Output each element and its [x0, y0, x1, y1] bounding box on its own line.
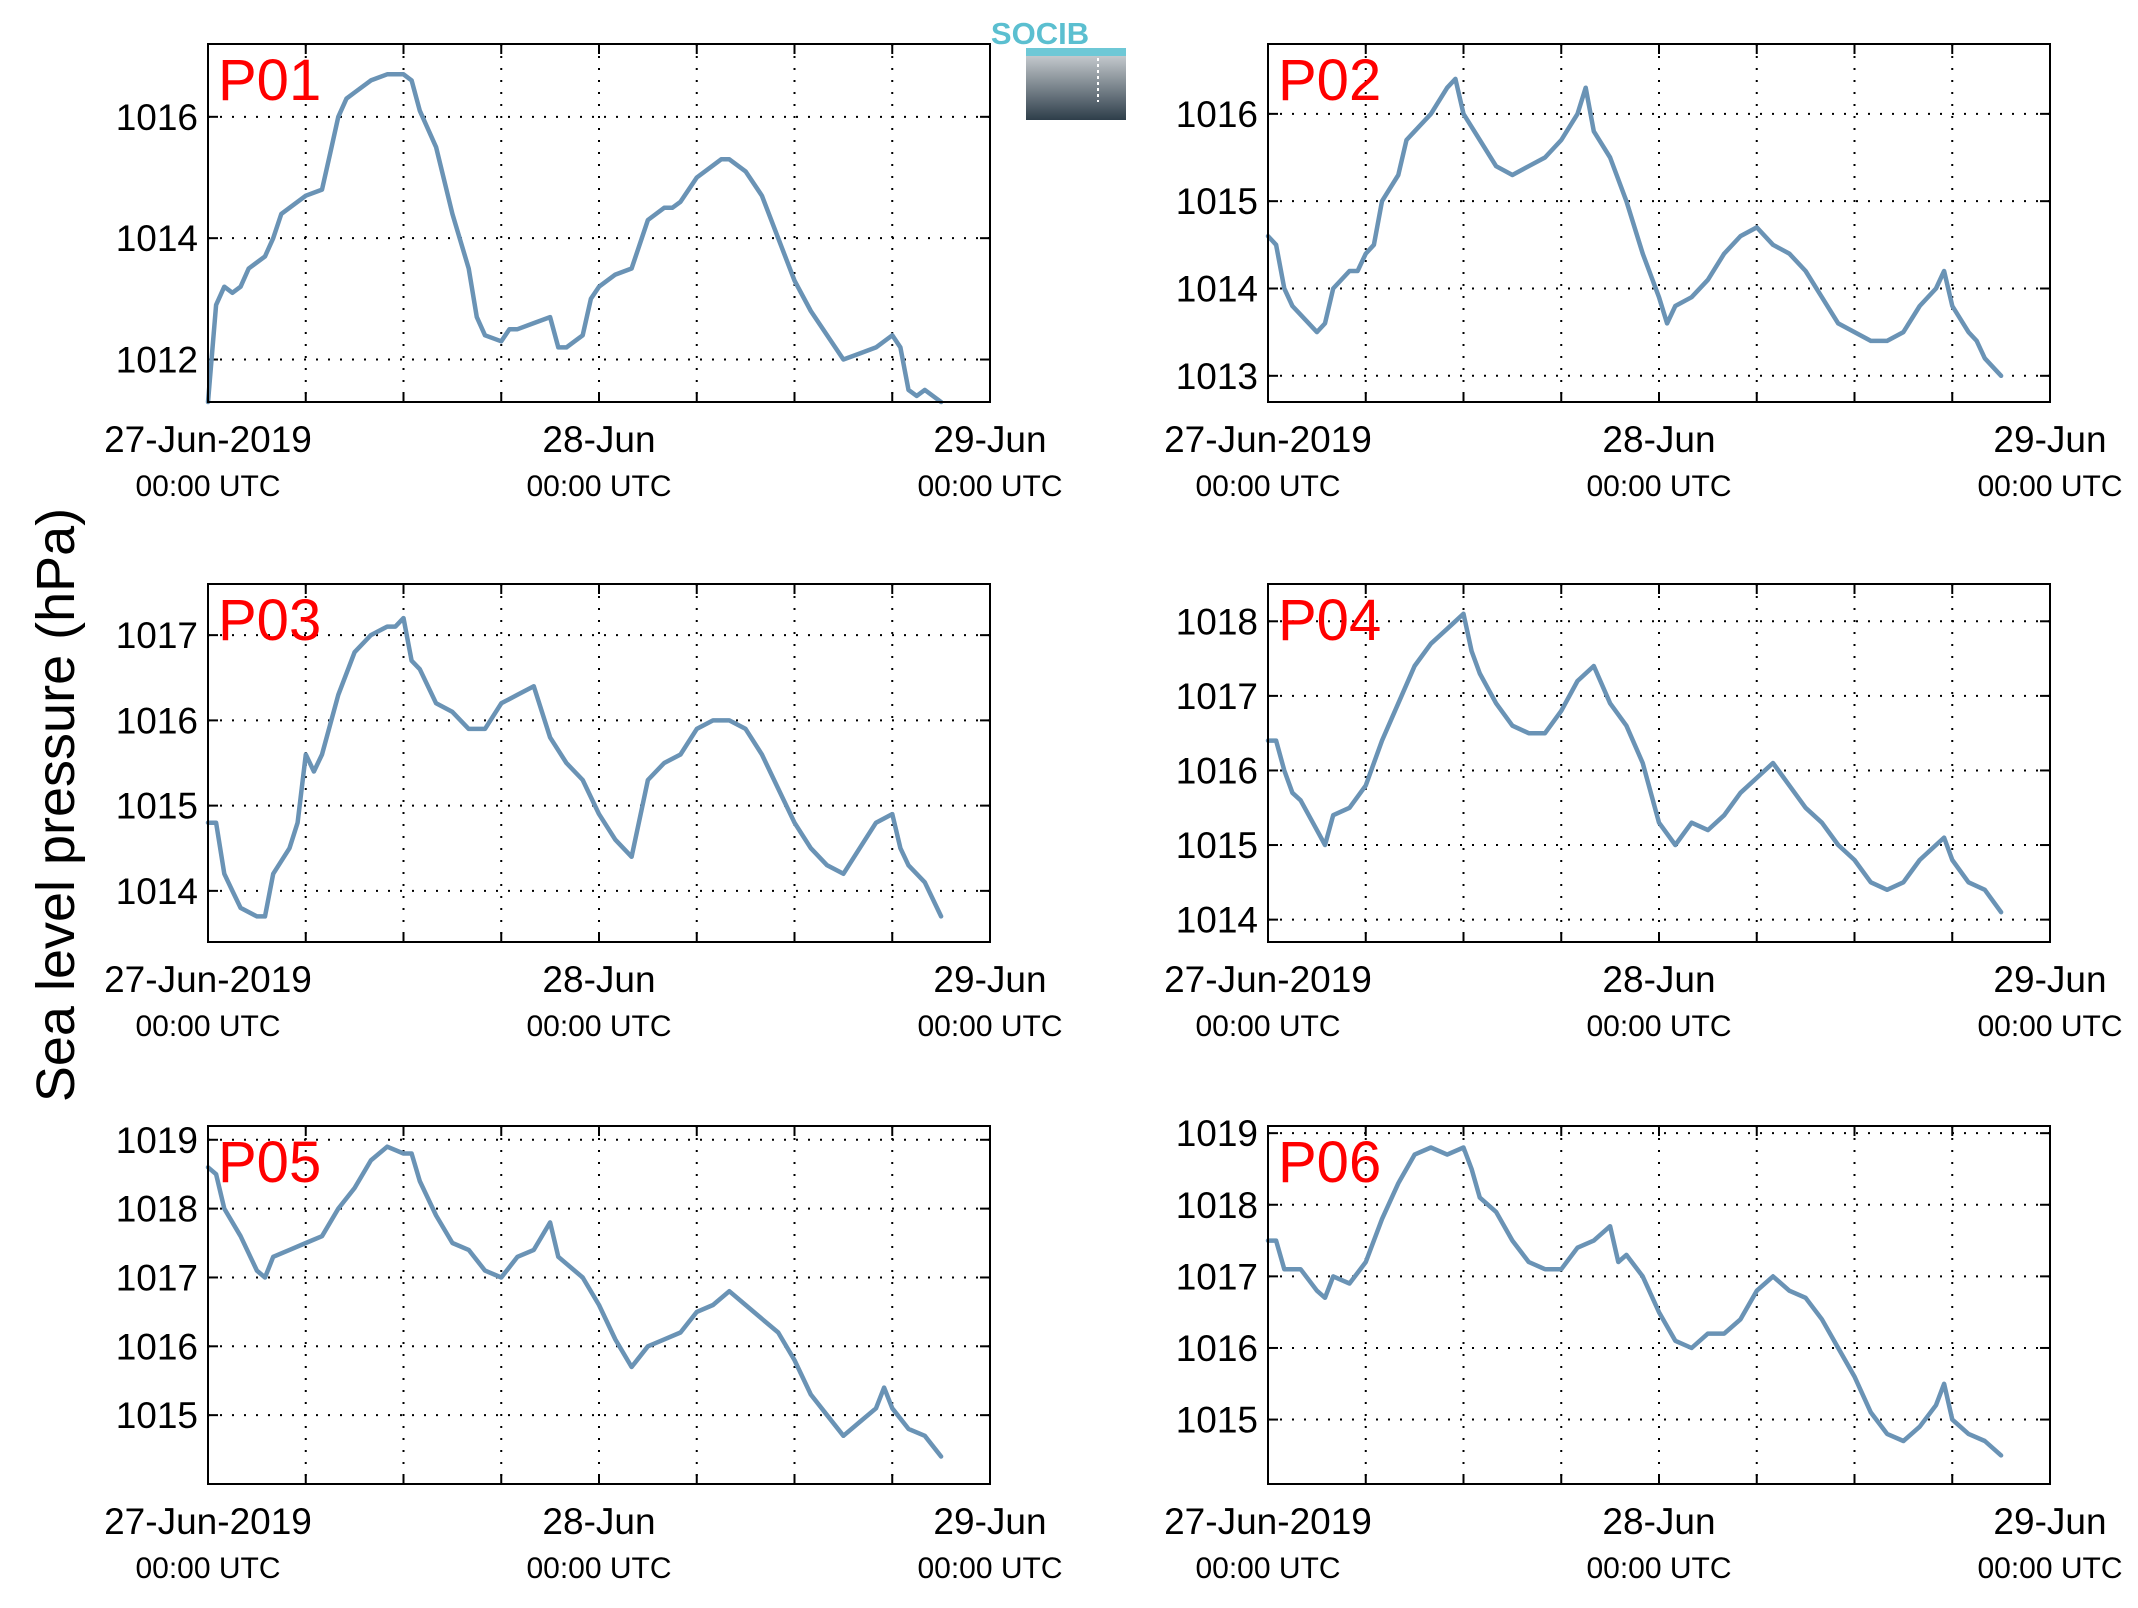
- logo-block: [1026, 56, 1126, 120]
- x-tick-sublabel: 00:00 UTC: [526, 470, 671, 503]
- panel-label: P04: [1278, 588, 1381, 653]
- plot-area: [1268, 584, 2050, 942]
- plot-area: [1268, 44, 2050, 402]
- x-tick-label: 27-Jun-2019: [104, 959, 312, 1000]
- x-tick-sublabel: 00:00 UTC: [1977, 1010, 2122, 1043]
- x-tick-label: 27-Jun-2019: [104, 419, 312, 460]
- y-tick-label: 1013: [1176, 356, 1258, 397]
- x-tick-sublabel: 00:00 UTC: [135, 470, 280, 503]
- y-tick-label: 1015: [1176, 181, 1258, 222]
- logo-text: SOCIB: [991, 16, 1089, 51]
- x-tick-label: 27-Jun-2019: [1164, 959, 1372, 1000]
- y-tick-label: 1015: [116, 1395, 198, 1436]
- x-tick-sublabel: 00:00 UTC: [1586, 470, 1731, 503]
- series-line: [1265, 76, 2004, 379]
- x-tick-label: 29-Jun: [933, 1501, 1046, 1542]
- panel-p04: 1014 1015 1016 1017 1018 27-Jun-2019 00:00 UTC…: [1164, 583, 2123, 1043]
- series-line: [205, 72, 944, 405]
- panel-label: P02: [1278, 48, 1381, 113]
- x-tick-sublabel: 00:00 UTC: [1195, 470, 1340, 503]
- series-line: [1265, 611, 2004, 915]
- x-tick-sublabel: 00:00 UTC: [917, 1010, 1062, 1043]
- x-tick-sublabel: 00:00 UTC: [1586, 1552, 1731, 1585]
- x-tick-sublabel: 00:00 UTC: [526, 1010, 671, 1043]
- x-tick-label: 29-Jun: [933, 959, 1046, 1000]
- x-tick-sublabel: 00:00 UTC: [1586, 1010, 1731, 1043]
- axes-frame: [1267, 583, 2051, 943]
- x-tick-label: 29-Jun: [1993, 419, 2106, 460]
- x-tick-sublabel: 00:00 UTC: [1977, 470, 2122, 503]
- axes-frame: [1267, 1125, 2051, 1485]
- socib-logo-icon: SOCIB: [991, 16, 1126, 120]
- y-tick-label: 1014: [1176, 900, 1258, 941]
- x-tick-sublabel: 00:00 UTC: [1195, 1010, 1340, 1043]
- x-tick-label: 28-Jun: [1602, 419, 1715, 460]
- x-tick-label: 28-Jun: [1602, 959, 1715, 1000]
- panel-p01: 1012 1014 1016 27-Jun-2019 00:00 UTC 28-Jun 00…: [104, 43, 1063, 503]
- x-tick-label: 28-Jun: [542, 1501, 655, 1542]
- plot-area: [208, 584, 990, 942]
- y-tick-label: 1016: [116, 97, 198, 138]
- y-tick-label: 1016: [1176, 750, 1258, 791]
- y-tick-label: 1015: [1176, 1400, 1258, 1441]
- x-tick-label: 27-Jun-2019: [1164, 419, 1372, 460]
- panel-label: P06: [1278, 1130, 1381, 1195]
- logo-band: [1026, 48, 1126, 56]
- axes-frame: [207, 43, 991, 403]
- y-tick-label: 1018: [1176, 1185, 1258, 1226]
- panel-label: P05: [218, 1130, 321, 1195]
- x-tick-label: 27-Jun-2019: [104, 1501, 312, 1542]
- y-tick-label: 1019: [1176, 1113, 1258, 1154]
- x-tick-label: 28-Jun: [542, 959, 655, 1000]
- x-tick-label: 28-Jun: [1602, 1501, 1715, 1542]
- y-tick-label: 1014: [116, 218, 198, 259]
- y-tick-label: 1014: [116, 871, 198, 912]
- panels: 1012 1014 1016 27-Jun-2019 00:00 UTC 28-Jun 00…: [104, 43, 2123, 1585]
- x-tick-label: 29-Jun: [1993, 1501, 2106, 1542]
- y-tick-label: 1018: [116, 1189, 198, 1230]
- axes-frame: [207, 583, 991, 943]
- panel-p02: 1013 1014 1015 1016 27-Jun-2019 00:00 UTC 28-J…: [1164, 43, 2123, 503]
- x-tick-sublabel: 00:00 UTC: [917, 1552, 1062, 1585]
- y-tick-label: 1016: [1176, 1328, 1258, 1369]
- y-tick-label: 1016: [116, 700, 198, 741]
- x-tick-label: 29-Jun: [1993, 959, 2106, 1000]
- plot-area: [1268, 1126, 2050, 1484]
- x-tick-label: 27-Jun-2019: [1164, 1501, 1372, 1542]
- panel-p05: 1015 1016 1017 1018 1019 27-Jun-2019 00:00 UTC…: [104, 1120, 1062, 1585]
- figure-ylabel: Sea level pressure (hPa): [26, 508, 86, 1102]
- plot-area: [208, 44, 990, 402]
- y-tick-label: 1015: [1176, 825, 1258, 866]
- x-tick-label: 29-Jun: [933, 419, 1046, 460]
- y-tick-label: 1014: [1176, 268, 1258, 309]
- x-tick-sublabel: 00:00 UTC: [526, 1552, 671, 1585]
- x-tick-sublabel: 00:00 UTC: [917, 470, 1062, 503]
- panel-label: P01: [218, 48, 321, 113]
- y-tick-label: 1017: [1176, 676, 1258, 717]
- series-line: [205, 615, 944, 919]
- panel-p03: 1014 1015 1016 1017 27-Jun-2019 00:00 UTC 28-J…: [104, 583, 1063, 1043]
- y-tick-label: 1018: [1176, 601, 1258, 642]
- y-tick-label: 1012: [116, 340, 198, 381]
- x-tick-sublabel: 00:00 UTC: [135, 1552, 280, 1585]
- series-line: [205, 1144, 944, 1459]
- panel-label: P03: [218, 588, 321, 653]
- y-tick-label: 1016: [116, 1326, 198, 1367]
- x-tick-sublabel: 00:00 UTC: [1977, 1552, 2122, 1585]
- y-tick-label: 1017: [116, 1257, 198, 1298]
- x-tick-label: 28-Jun: [542, 419, 655, 460]
- panel-p06: 1015 1016 1017 1018 1019 27-Jun-2019 00:00 UTC…: [1164, 1113, 2122, 1585]
- y-tick-label: 1019: [116, 1120, 198, 1161]
- axes-frame: [207, 1125, 991, 1485]
- y-tick-label: 1015: [116, 786, 198, 827]
- y-tick-label: 1016: [1176, 94, 1258, 135]
- x-tick-sublabel: 00:00 UTC: [135, 1010, 280, 1043]
- y-tick-label: 1017: [1176, 1256, 1258, 1297]
- y-tick-label: 1017: [116, 615, 198, 656]
- axes-frame: [1267, 43, 2051, 403]
- series-line: [1265, 1145, 2004, 1458]
- x-tick-sublabel: 00:00 UTC: [1195, 1552, 1340, 1585]
